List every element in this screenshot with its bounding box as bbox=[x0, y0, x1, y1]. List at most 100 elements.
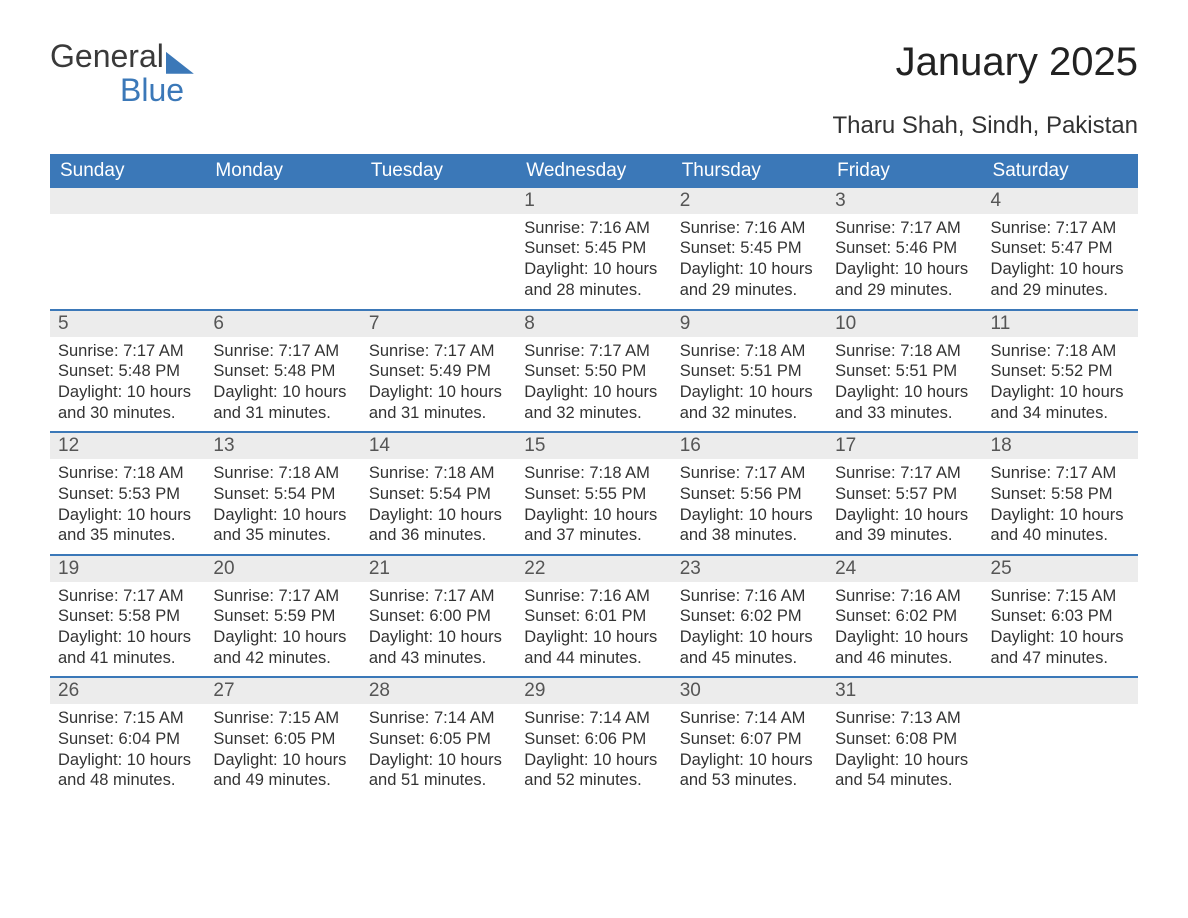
day-number: 17 bbox=[827, 433, 982, 459]
logo-word2: Blue bbox=[50, 72, 184, 108]
calendar-cell-15: 15Sunrise: 7:18 AMSunset: 5:55 PMDayligh… bbox=[516, 432, 671, 555]
calendar-cell-9: 9Sunrise: 7:18 AMSunset: 5:51 PMDaylight… bbox=[672, 310, 827, 433]
calendar-row: 12Sunrise: 7:18 AMSunset: 5:53 PMDayligh… bbox=[50, 432, 1138, 555]
calendar-cell-7: 7Sunrise: 7:17 AMSunset: 5:49 PMDaylight… bbox=[361, 310, 516, 433]
day-number: 5 bbox=[50, 311, 205, 337]
day-number: 26 bbox=[50, 678, 205, 704]
calendar-cell-empty bbox=[50, 188, 205, 310]
day-number: 1 bbox=[516, 188, 671, 214]
day-number: 6 bbox=[205, 311, 360, 337]
day-number: 29 bbox=[516, 678, 671, 704]
day-details: Sunrise: 7:18 AMSunset: 5:54 PMDaylight:… bbox=[205, 459, 360, 554]
calendar-cell-21: 21Sunrise: 7:17 AMSunset: 6:00 PMDayligh… bbox=[361, 555, 516, 678]
day-number: 24 bbox=[827, 556, 982, 582]
day-details: Sunrise: 7:16 AMSunset: 6:01 PMDaylight:… bbox=[516, 582, 671, 677]
calendar-table: SundayMondayTuesdayWednesdayThursdayFrid… bbox=[50, 154, 1138, 800]
calendar-cell-30: 30Sunrise: 7:14 AMSunset: 6:07 PMDayligh… bbox=[672, 677, 827, 799]
day-number: 21 bbox=[361, 556, 516, 582]
day-details: Sunrise: 7:15 AMSunset: 6:05 PMDaylight:… bbox=[205, 704, 360, 799]
day-number: 18 bbox=[983, 433, 1138, 459]
day-number: 31 bbox=[827, 678, 982, 704]
calendar-cell-19: 19Sunrise: 7:17 AMSunset: 5:58 PMDayligh… bbox=[50, 555, 205, 678]
calendar-cell-17: 17Sunrise: 7:17 AMSunset: 5:57 PMDayligh… bbox=[827, 432, 982, 555]
day-details: Sunrise: 7:17 AMSunset: 5:47 PMDaylight:… bbox=[983, 214, 1138, 309]
dayhead-sunday: Sunday bbox=[50, 154, 205, 188]
day-details: Sunrise: 7:14 AMSunset: 6:07 PMDaylight:… bbox=[672, 704, 827, 799]
calendar-cell-8: 8Sunrise: 7:17 AMSunset: 5:50 PMDaylight… bbox=[516, 310, 671, 433]
day-details: Sunrise: 7:17 AMSunset: 5:56 PMDaylight:… bbox=[672, 459, 827, 554]
day-number: 28 bbox=[361, 678, 516, 704]
day-number: 27 bbox=[205, 678, 360, 704]
day-details: Sunrise: 7:16 AMSunset: 6:02 PMDaylight:… bbox=[827, 582, 982, 677]
day-details: Sunrise: 7:18 AMSunset: 5:55 PMDaylight:… bbox=[516, 459, 671, 554]
calendar-cell-23: 23Sunrise: 7:16 AMSunset: 6:02 PMDayligh… bbox=[672, 555, 827, 678]
dayhead-friday: Friday bbox=[827, 154, 982, 188]
calendar-cell-4: 4Sunrise: 7:17 AMSunset: 5:47 PMDaylight… bbox=[983, 188, 1138, 310]
day-details: Sunrise: 7:18 AMSunset: 5:52 PMDaylight:… bbox=[983, 337, 1138, 432]
day-details: Sunrise: 7:17 AMSunset: 6:00 PMDaylight:… bbox=[361, 582, 516, 677]
day-number: 2 bbox=[672, 188, 827, 214]
calendar-row: 5Sunrise: 7:17 AMSunset: 5:48 PMDaylight… bbox=[50, 310, 1138, 433]
calendar-cell-27: 27Sunrise: 7:15 AMSunset: 6:05 PMDayligh… bbox=[205, 677, 360, 799]
dayhead-saturday: Saturday bbox=[983, 154, 1138, 188]
day-number: 19 bbox=[50, 556, 205, 582]
calendar-cell-16: 16Sunrise: 7:17 AMSunset: 5:56 PMDayligh… bbox=[672, 432, 827, 555]
day-number: 9 bbox=[672, 311, 827, 337]
location-line: Tharu Shah, Sindh, Pakistan bbox=[50, 112, 1138, 140]
day-number: 10 bbox=[827, 311, 982, 337]
day-number: 16 bbox=[672, 433, 827, 459]
calendar-cell-20: 20Sunrise: 7:17 AMSunset: 5:59 PMDayligh… bbox=[205, 555, 360, 678]
logo-triangle-icon bbox=[166, 52, 194, 74]
day-details: Sunrise: 7:13 AMSunset: 6:08 PMDaylight:… bbox=[827, 704, 982, 799]
day-number: 3 bbox=[827, 188, 982, 214]
calendar-cell-24: 24Sunrise: 7:16 AMSunset: 6:02 PMDayligh… bbox=[827, 555, 982, 678]
day-number: 7 bbox=[361, 311, 516, 337]
calendar-row: 19Sunrise: 7:17 AMSunset: 5:58 PMDayligh… bbox=[50, 555, 1138, 678]
day-number: 13 bbox=[205, 433, 360, 459]
calendar-cell-26: 26Sunrise: 7:15 AMSunset: 6:04 PMDayligh… bbox=[50, 677, 205, 799]
calendar-cell-31: 31Sunrise: 7:13 AMSunset: 6:08 PMDayligh… bbox=[827, 677, 982, 799]
calendar-cell-3: 3Sunrise: 7:17 AMSunset: 5:46 PMDaylight… bbox=[827, 188, 982, 310]
calendar-cell-25: 25Sunrise: 7:15 AMSunset: 6:03 PMDayligh… bbox=[983, 555, 1138, 678]
day-number: 12 bbox=[50, 433, 205, 459]
day-number: 20 bbox=[205, 556, 360, 582]
day-details: Sunrise: 7:14 AMSunset: 6:06 PMDaylight:… bbox=[516, 704, 671, 799]
calendar-row: 26Sunrise: 7:15 AMSunset: 6:04 PMDayligh… bbox=[50, 677, 1138, 799]
day-details: Sunrise: 7:17 AMSunset: 5:57 PMDaylight:… bbox=[827, 459, 982, 554]
day-details: Sunrise: 7:17 AMSunset: 5:48 PMDaylight:… bbox=[50, 337, 205, 432]
day-details: Sunrise: 7:15 AMSunset: 6:03 PMDaylight:… bbox=[983, 582, 1138, 677]
calendar-cell-2: 2Sunrise: 7:16 AMSunset: 5:45 PMDaylight… bbox=[672, 188, 827, 310]
day-number: 30 bbox=[672, 678, 827, 704]
calendar-cell-18: 18Sunrise: 7:17 AMSunset: 5:58 PMDayligh… bbox=[983, 432, 1138, 555]
calendar-cell-10: 10Sunrise: 7:18 AMSunset: 5:51 PMDayligh… bbox=[827, 310, 982, 433]
calendar-cell-22: 22Sunrise: 7:16 AMSunset: 6:01 PMDayligh… bbox=[516, 555, 671, 678]
day-number: 15 bbox=[516, 433, 671, 459]
day-details: Sunrise: 7:17 AMSunset: 5:58 PMDaylight:… bbox=[983, 459, 1138, 554]
calendar-cell-5: 5Sunrise: 7:17 AMSunset: 5:48 PMDaylight… bbox=[50, 310, 205, 433]
day-details: Sunrise: 7:17 AMSunset: 5:46 PMDaylight:… bbox=[827, 214, 982, 309]
day-details: Sunrise: 7:16 AMSunset: 5:45 PMDaylight:… bbox=[516, 214, 671, 309]
calendar-cell-12: 12Sunrise: 7:18 AMSunset: 5:53 PMDayligh… bbox=[50, 432, 205, 555]
calendar-cell-1: 1Sunrise: 7:16 AMSunset: 5:45 PMDaylight… bbox=[516, 188, 671, 310]
day-details: Sunrise: 7:18 AMSunset: 5:54 PMDaylight:… bbox=[361, 459, 516, 554]
day-details: Sunrise: 7:17 AMSunset: 5:50 PMDaylight:… bbox=[516, 337, 671, 432]
logo: General Blue bbox=[50, 40, 194, 106]
calendar-cell-empty bbox=[205, 188, 360, 310]
day-number: 4 bbox=[983, 188, 1138, 214]
dayhead-thursday: Thursday bbox=[672, 154, 827, 188]
calendar-cell-6: 6Sunrise: 7:17 AMSunset: 5:48 PMDaylight… bbox=[205, 310, 360, 433]
calendar-cell-13: 13Sunrise: 7:18 AMSunset: 5:54 PMDayligh… bbox=[205, 432, 360, 555]
calendar-cell-empty bbox=[983, 677, 1138, 799]
logo-word1: General bbox=[50, 38, 164, 74]
logo-text: General Blue bbox=[50, 40, 194, 106]
calendar-cell-28: 28Sunrise: 7:14 AMSunset: 6:05 PMDayligh… bbox=[361, 677, 516, 799]
day-number: 22 bbox=[516, 556, 671, 582]
day-number: 23 bbox=[672, 556, 827, 582]
dayhead-monday: Monday bbox=[205, 154, 360, 188]
page-title: January 2025 bbox=[896, 40, 1138, 85]
day-details: Sunrise: 7:17 AMSunset: 5:48 PMDaylight:… bbox=[205, 337, 360, 432]
calendar-cell-empty bbox=[361, 188, 516, 310]
day-details: Sunrise: 7:17 AMSunset: 5:49 PMDaylight:… bbox=[361, 337, 516, 432]
dayhead-wednesday: Wednesday bbox=[516, 154, 671, 188]
day-details: Sunrise: 7:18 AMSunset: 5:53 PMDaylight:… bbox=[50, 459, 205, 554]
